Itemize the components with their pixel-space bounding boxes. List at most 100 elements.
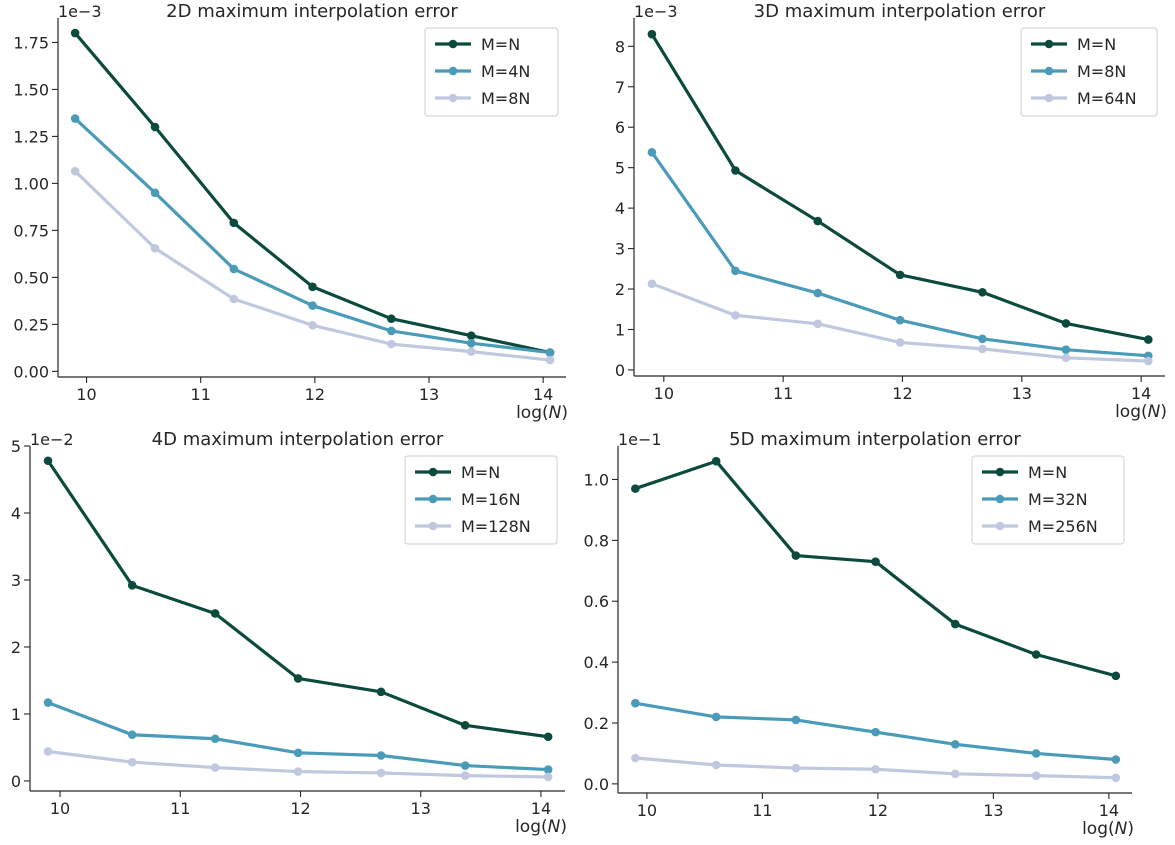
data-point <box>978 287 987 297</box>
x-axis-label: log(N) <box>1082 819 1134 839</box>
data-point <box>647 148 657 157</box>
data-point <box>1031 749 1041 758</box>
data-point <box>1143 335 1153 344</box>
data-point <box>229 264 239 274</box>
data-point <box>543 765 553 774</box>
legend: M=N M=32N M=256N <box>971 455 1125 545</box>
y-tick-label: 0.0 <box>584 775 609 794</box>
data-point <box>308 282 317 292</box>
y-tick-label: 0.25 <box>13 315 49 334</box>
legend-label: M=32N <box>1028 490 1088 509</box>
legend-marker <box>448 66 458 76</box>
legend-frame <box>1020 27 1158 117</box>
x-tick-label: 12 <box>290 799 310 818</box>
y-tick-label: 0.75 <box>13 221 49 240</box>
x-axis-label: log(N) <box>515 817 567 837</box>
x-tick-label: 10 <box>76 385 96 404</box>
y-tick-label: 6 <box>615 118 625 137</box>
data-point <box>376 751 386 760</box>
legend-label: M=16N <box>461 490 521 509</box>
data-point <box>460 721 470 730</box>
data-point <box>43 456 53 466</box>
legend-marker <box>995 467 1005 477</box>
series-line-2 <box>74 117 551 355</box>
x-tick-label: 14 <box>1131 384 1151 403</box>
data-point <box>1111 671 1121 681</box>
data-point <box>1061 345 1071 355</box>
legend-frame <box>404 455 558 545</box>
data-point <box>150 122 160 132</box>
data-point <box>293 767 303 776</box>
legend-marker <box>1044 93 1054 103</box>
x-tick-label: 13 <box>1012 384 1032 403</box>
data-point <box>631 753 640 763</box>
legend-frame <box>424 27 559 117</box>
data-point <box>895 270 905 280</box>
legend-marker <box>448 39 458 49</box>
x-tick-label: 11 <box>170 799 190 818</box>
legend-label: M=N <box>481 35 520 54</box>
y-tick-label: 0.6 <box>584 592 609 611</box>
data-point <box>950 619 960 629</box>
y-tick-label: 4 <box>615 199 625 218</box>
data-point <box>150 243 160 253</box>
chart-title: 4D maximum interpolation error <box>152 429 444 450</box>
y-tick-label: 0.00 <box>13 362 49 381</box>
x-tick-label: 10 <box>654 384 674 403</box>
data-point <box>466 331 476 340</box>
chart-title: 3D maximum interpolation error <box>754 1 1046 22</box>
data-point <box>387 339 396 349</box>
data-point <box>895 338 905 347</box>
legend-marker <box>428 521 438 531</box>
data-point <box>647 279 657 289</box>
x-tick-label: 13 <box>411 799 431 818</box>
legend-marker <box>448 93 458 103</box>
data-point <box>460 771 470 780</box>
legend-label: M=8N <box>481 89 530 108</box>
chart-panel-1: 2D maximum interpolation error 1e−3 10 11 12… <box>13 1 568 423</box>
data-point <box>210 763 220 772</box>
data-point <box>543 772 553 782</box>
data-point <box>466 347 476 356</box>
data-point <box>387 314 396 324</box>
x-tick-label: 10 <box>637 801 657 820</box>
data-point <box>950 739 960 749</box>
data-point <box>711 712 721 722</box>
legend-label: M=N <box>461 463 500 482</box>
y-tick-label: 1.25 <box>13 127 49 146</box>
data-point <box>871 727 880 737</box>
data-point <box>376 768 386 778</box>
y-tick-label: 2 <box>11 638 21 657</box>
data-point <box>210 734 220 744</box>
legend: M=N M=4N M=8N <box>424 27 559 117</box>
data-point <box>1031 771 1041 780</box>
y-tick-label: 5 <box>11 437 21 456</box>
x-tick-label: 13 <box>419 385 439 404</box>
data-point <box>631 484 640 493</box>
data-point <box>376 687 386 697</box>
data-point <box>1031 650 1041 659</box>
x-tick-label: 11 <box>752 801 772 820</box>
x-tick-label: 10 <box>50 799 70 818</box>
y-tick-label: 7 <box>615 78 625 97</box>
y-tick-label: 1.75 <box>13 33 49 52</box>
data-point <box>293 748 303 758</box>
y-tick-label: 0.2 <box>584 714 609 733</box>
y-tick-label: 1.0 <box>584 470 609 489</box>
legend-label: M=N <box>1028 463 1067 482</box>
legend-marker <box>1044 39 1054 49</box>
x-axis-label: log(N) <box>516 403 568 423</box>
data-point <box>1061 353 1071 363</box>
data-point <box>813 288 823 298</box>
y-tick-label: 0.4 <box>584 653 609 672</box>
x-tick-label: 12 <box>892 384 912 403</box>
legend-marker <box>1044 66 1054 76</box>
data-point <box>70 114 80 123</box>
legend-marker <box>428 494 438 504</box>
legend-label: M=256N <box>1028 517 1098 536</box>
y-tick-label: 3 <box>615 240 625 259</box>
data-point <box>731 266 740 276</box>
